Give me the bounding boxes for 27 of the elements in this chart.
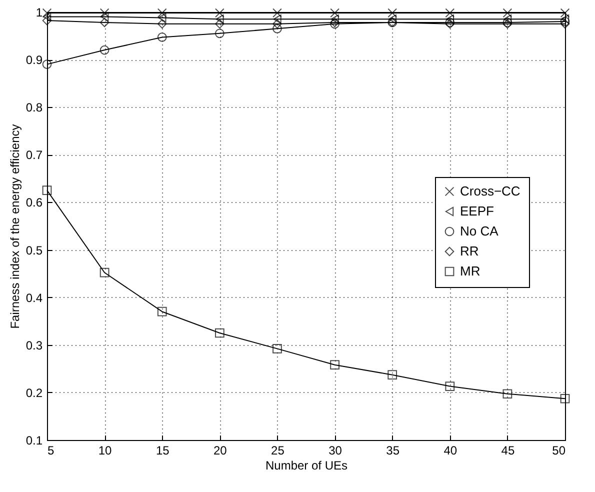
- x-tick-label: 40: [444, 444, 458, 458]
- y-tick-label: 0.2: [26, 386, 43, 400]
- x-tick-label: 10: [98, 444, 112, 458]
- legend-label: Cross−CC: [460, 184, 520, 198]
- y-tick-label: 0.7: [26, 148, 43, 162]
- x-tick-label: 25: [271, 444, 285, 458]
- x-tick-label: 45: [501, 444, 515, 458]
- legend-label: EEPF: [460, 204, 494, 218]
- y-tick-label: 0.5: [26, 243, 43, 258]
- x-tick-label: 50: [552, 444, 566, 458]
- y-tick-label: 0.9: [26, 53, 43, 68]
- legend-label: RR: [460, 244, 479, 258]
- y-tick-label: 0.3: [26, 338, 43, 352]
- y-tick-label: 0.6: [26, 196, 43, 210]
- x-tick-label: 5: [48, 444, 54, 458]
- x-tick-label: 20: [213, 444, 228, 458]
- x-tick-label: 35: [386, 444, 400, 458]
- x-axis-title: Number of UEs: [265, 458, 348, 472]
- legend-label: MR: [460, 264, 480, 278]
- y-tick-label: 1: [36, 6, 43, 20]
- legend-label: No CA: [460, 224, 499, 238]
- x-tick-label: 15: [156, 444, 170, 458]
- x-tick-label: 30: [328, 444, 342, 458]
- y-tick-label: 0.4: [26, 290, 43, 305]
- y-tick-label: 0.1: [26, 434, 43, 448]
- y-axis-title: Fairness index of the energy efficiency: [8, 124, 22, 329]
- y-tick-label: 0.8: [26, 100, 43, 115]
